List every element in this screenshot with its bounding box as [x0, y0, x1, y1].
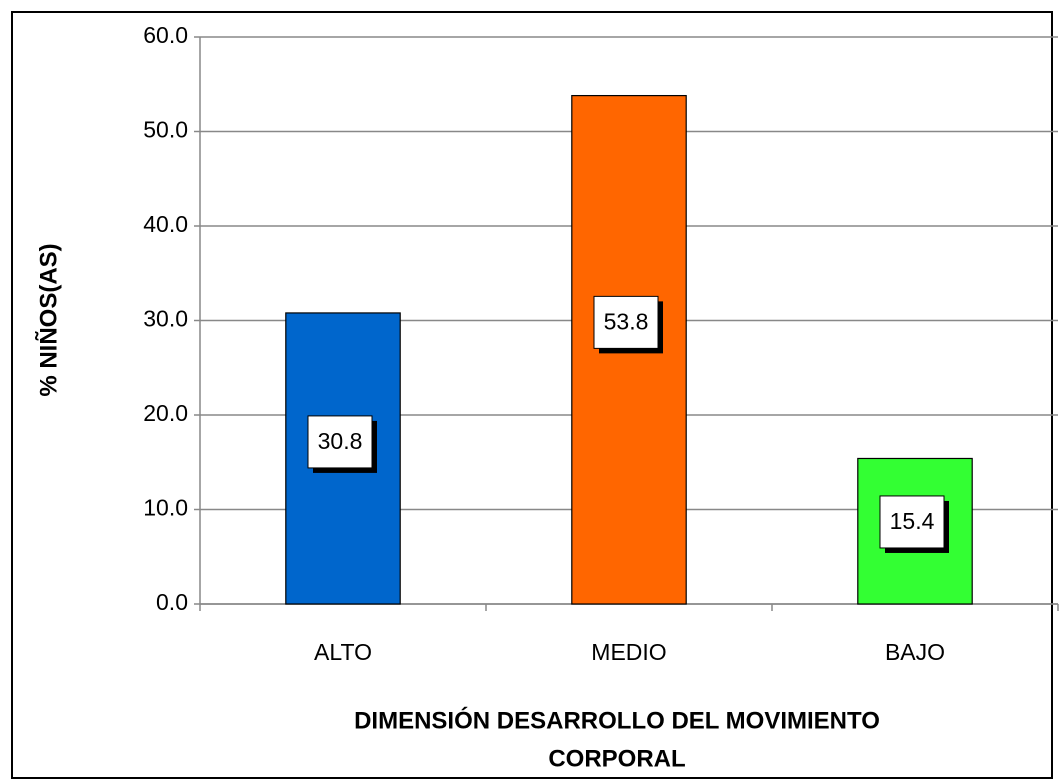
chart-border: [11, 11, 1053, 779]
y-tick-label: 20.0: [143, 400, 188, 426]
data-label: 53.8: [604, 308, 649, 334]
data-label: 30.8: [318, 428, 363, 454]
y-tick-label: 10.0: [143, 495, 188, 521]
y-axis-title: % NIÑOS(AS): [34, 243, 62, 396]
x-tick-label: BAJO: [885, 639, 945, 665]
y-tick-label: 50.0: [143, 117, 188, 143]
data-label-box: [307, 415, 373, 469]
y-tick-label: 0.0: [156, 589, 188, 615]
x-tick-label: MEDIO: [591, 639, 666, 665]
x-tick-label: ALTO: [314, 639, 372, 665]
x-axis-title: CORPORAL: [548, 745, 685, 772]
y-tick-label: 40.0: [143, 211, 188, 237]
y-tick-label: 60.0: [143, 22, 188, 48]
data-label-box: [879, 495, 945, 549]
x-axis-title: DIMENSIÓN DESARROLLO DEL MOVIMIENTO: [354, 706, 880, 734]
y-tick-label: 30.0: [143, 306, 188, 332]
data-label: 15.4: [890, 508, 935, 534]
data-label-box: [593, 295, 659, 349]
